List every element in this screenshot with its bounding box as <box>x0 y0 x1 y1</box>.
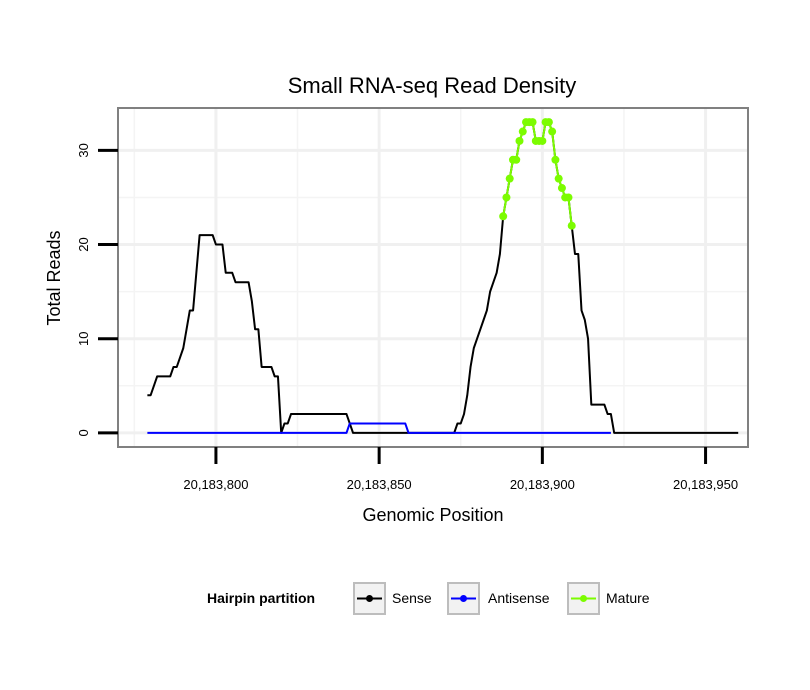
y-tick-label: 10 <box>76 331 91 345</box>
legend-key-point <box>366 595 373 602</box>
legend-key-point <box>460 595 467 602</box>
series-layer <box>147 118 739 434</box>
x-tick-label: 20,183,850 <box>347 477 412 492</box>
chart-title: Small RNA-seq Read Density <box>288 73 577 98</box>
x-axis: 20,183,800 20,183,850 20,183,900 20,183,950 <box>183 447 738 492</box>
legend: Hairpin partition Sense Antisense Mature <box>207 582 650 615</box>
series-line-antisense <box>147 422 611 434</box>
legend-label: Sense <box>392 590 432 606</box>
data-point-mature <box>518 127 527 136</box>
legend-item-antisense: Antisense <box>447 582 550 615</box>
data-point-mature <box>505 174 514 183</box>
y-tick-label: 0 <box>76 429 91 436</box>
data-point-mature <box>499 212 508 221</box>
data-point-mature <box>548 127 557 136</box>
y-axis-title: Total Reads <box>44 230 64 325</box>
data-point-mature <box>502 193 511 202</box>
y-tick-label: 20 <box>76 237 91 251</box>
legend-key-point <box>580 595 587 602</box>
grid-minor <box>118 108 748 447</box>
data-point-mature <box>544 118 553 127</box>
y-tick-label: 30 <box>76 143 91 157</box>
x-tick-label: 20,183,950 <box>673 477 738 492</box>
data-point-mature <box>567 221 576 230</box>
data-point-mature <box>528 118 537 127</box>
series-antisense <box>147 422 611 434</box>
data-point-mature <box>512 155 521 164</box>
data-point-mature <box>515 136 524 145</box>
x-tick-label: 20,183,900 <box>510 477 575 492</box>
x-tick-label: 20,183,800 <box>183 477 248 492</box>
y-axis: 0 10 20 30 <box>76 143 118 436</box>
plot-panel <box>118 108 748 447</box>
legend-item-mature: Mature <box>567 582 650 615</box>
legend-title: Hairpin partition <box>207 590 315 606</box>
legend-label: Mature <box>606 590 650 606</box>
x-axis-title: Genomic Position <box>362 505 503 525</box>
data-point-mature <box>564 193 573 202</box>
data-point-mature <box>551 155 560 164</box>
data-point-mature <box>538 136 547 145</box>
legend-label: Antisense <box>488 590 550 606</box>
plot-border <box>117 107 749 448</box>
data-point-mature <box>557 184 566 193</box>
series-mature <box>499 118 576 230</box>
legend-item-sense: Sense <box>353 582 432 615</box>
data-point-mature <box>554 174 563 183</box>
